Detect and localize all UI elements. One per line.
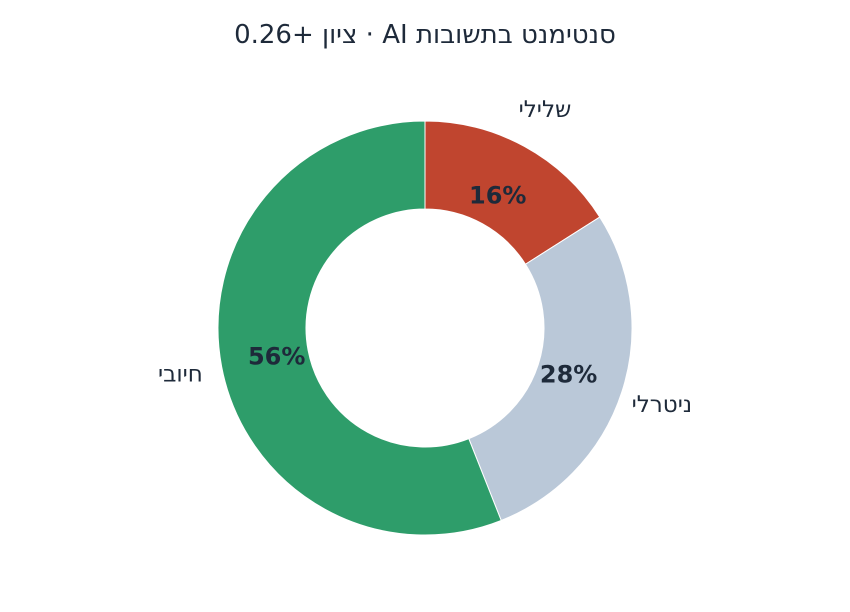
slice-category-label: חיובי	[158, 362, 203, 388]
slice-percent-label: 28%	[540, 361, 597, 389]
labels-group: 16% שלילי 28% ניטרלי 56% חיובי	[158, 97, 692, 418]
slice-percent-label: 16%	[469, 182, 526, 210]
slices-group	[217, 120, 633, 536]
slice-2	[217, 120, 502, 536]
slice-category-label: ניטרלי	[632, 392, 692, 418]
slice-1	[468, 216, 633, 522]
slice-percent-label: 56%	[248, 342, 305, 370]
chart-title: סנטימנט בתשובות AI · ציון +0.26	[234, 20, 616, 50]
slice-category-label: שלילי	[519, 97, 572, 123]
